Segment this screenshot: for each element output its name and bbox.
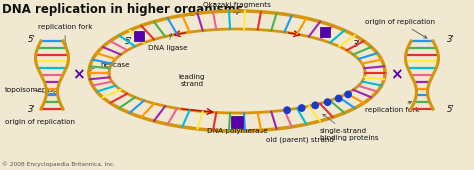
Text: 5': 5': [28, 36, 36, 45]
Text: © 2008 Encyclopaedia Britannica, Inc.: © 2008 Encyclopaedia Britannica, Inc.: [2, 161, 115, 167]
Text: old (parent) strand: old (parent) strand: [266, 137, 334, 143]
Text: 3': 3': [447, 36, 455, 45]
FancyBboxPatch shape: [231, 116, 243, 128]
Text: single-strand
binding proteins: single-strand binding proteins: [320, 114, 379, 141]
Circle shape: [299, 105, 305, 111]
Text: 3': 3': [353, 40, 361, 49]
Text: origin of replication: origin of replication: [5, 119, 75, 125]
Text: 5': 5': [125, 37, 133, 46]
Text: origin of replication: origin of replication: [365, 19, 435, 38]
Text: helicase: helicase: [89, 62, 129, 70]
Circle shape: [324, 99, 331, 105]
Text: ×: ×: [390, 67, 402, 82]
Circle shape: [336, 95, 342, 102]
Text: DNA polymerase: DNA polymerase: [207, 122, 267, 134]
Text: leading
strand: leading strand: [179, 73, 205, 87]
Text: 3': 3': [28, 106, 36, 115]
Text: replication fork: replication fork: [38, 24, 92, 46]
Text: ×: ×: [72, 67, 84, 82]
FancyBboxPatch shape: [135, 31, 145, 40]
Text: 5': 5': [447, 106, 455, 115]
Text: Okazaki fragments: Okazaki fragments: [203, 2, 271, 14]
Circle shape: [345, 91, 351, 98]
Text: topoisomerase: topoisomerase: [5, 87, 58, 95]
Circle shape: [284, 107, 290, 113]
Text: DNA ligase: DNA ligase: [148, 33, 188, 51]
FancyBboxPatch shape: [320, 27, 330, 37]
Circle shape: [312, 102, 319, 109]
Text: replication fork: replication fork: [365, 101, 419, 113]
Text: DNA replication in higher organisms: DNA replication in higher organisms: [2, 3, 243, 16]
